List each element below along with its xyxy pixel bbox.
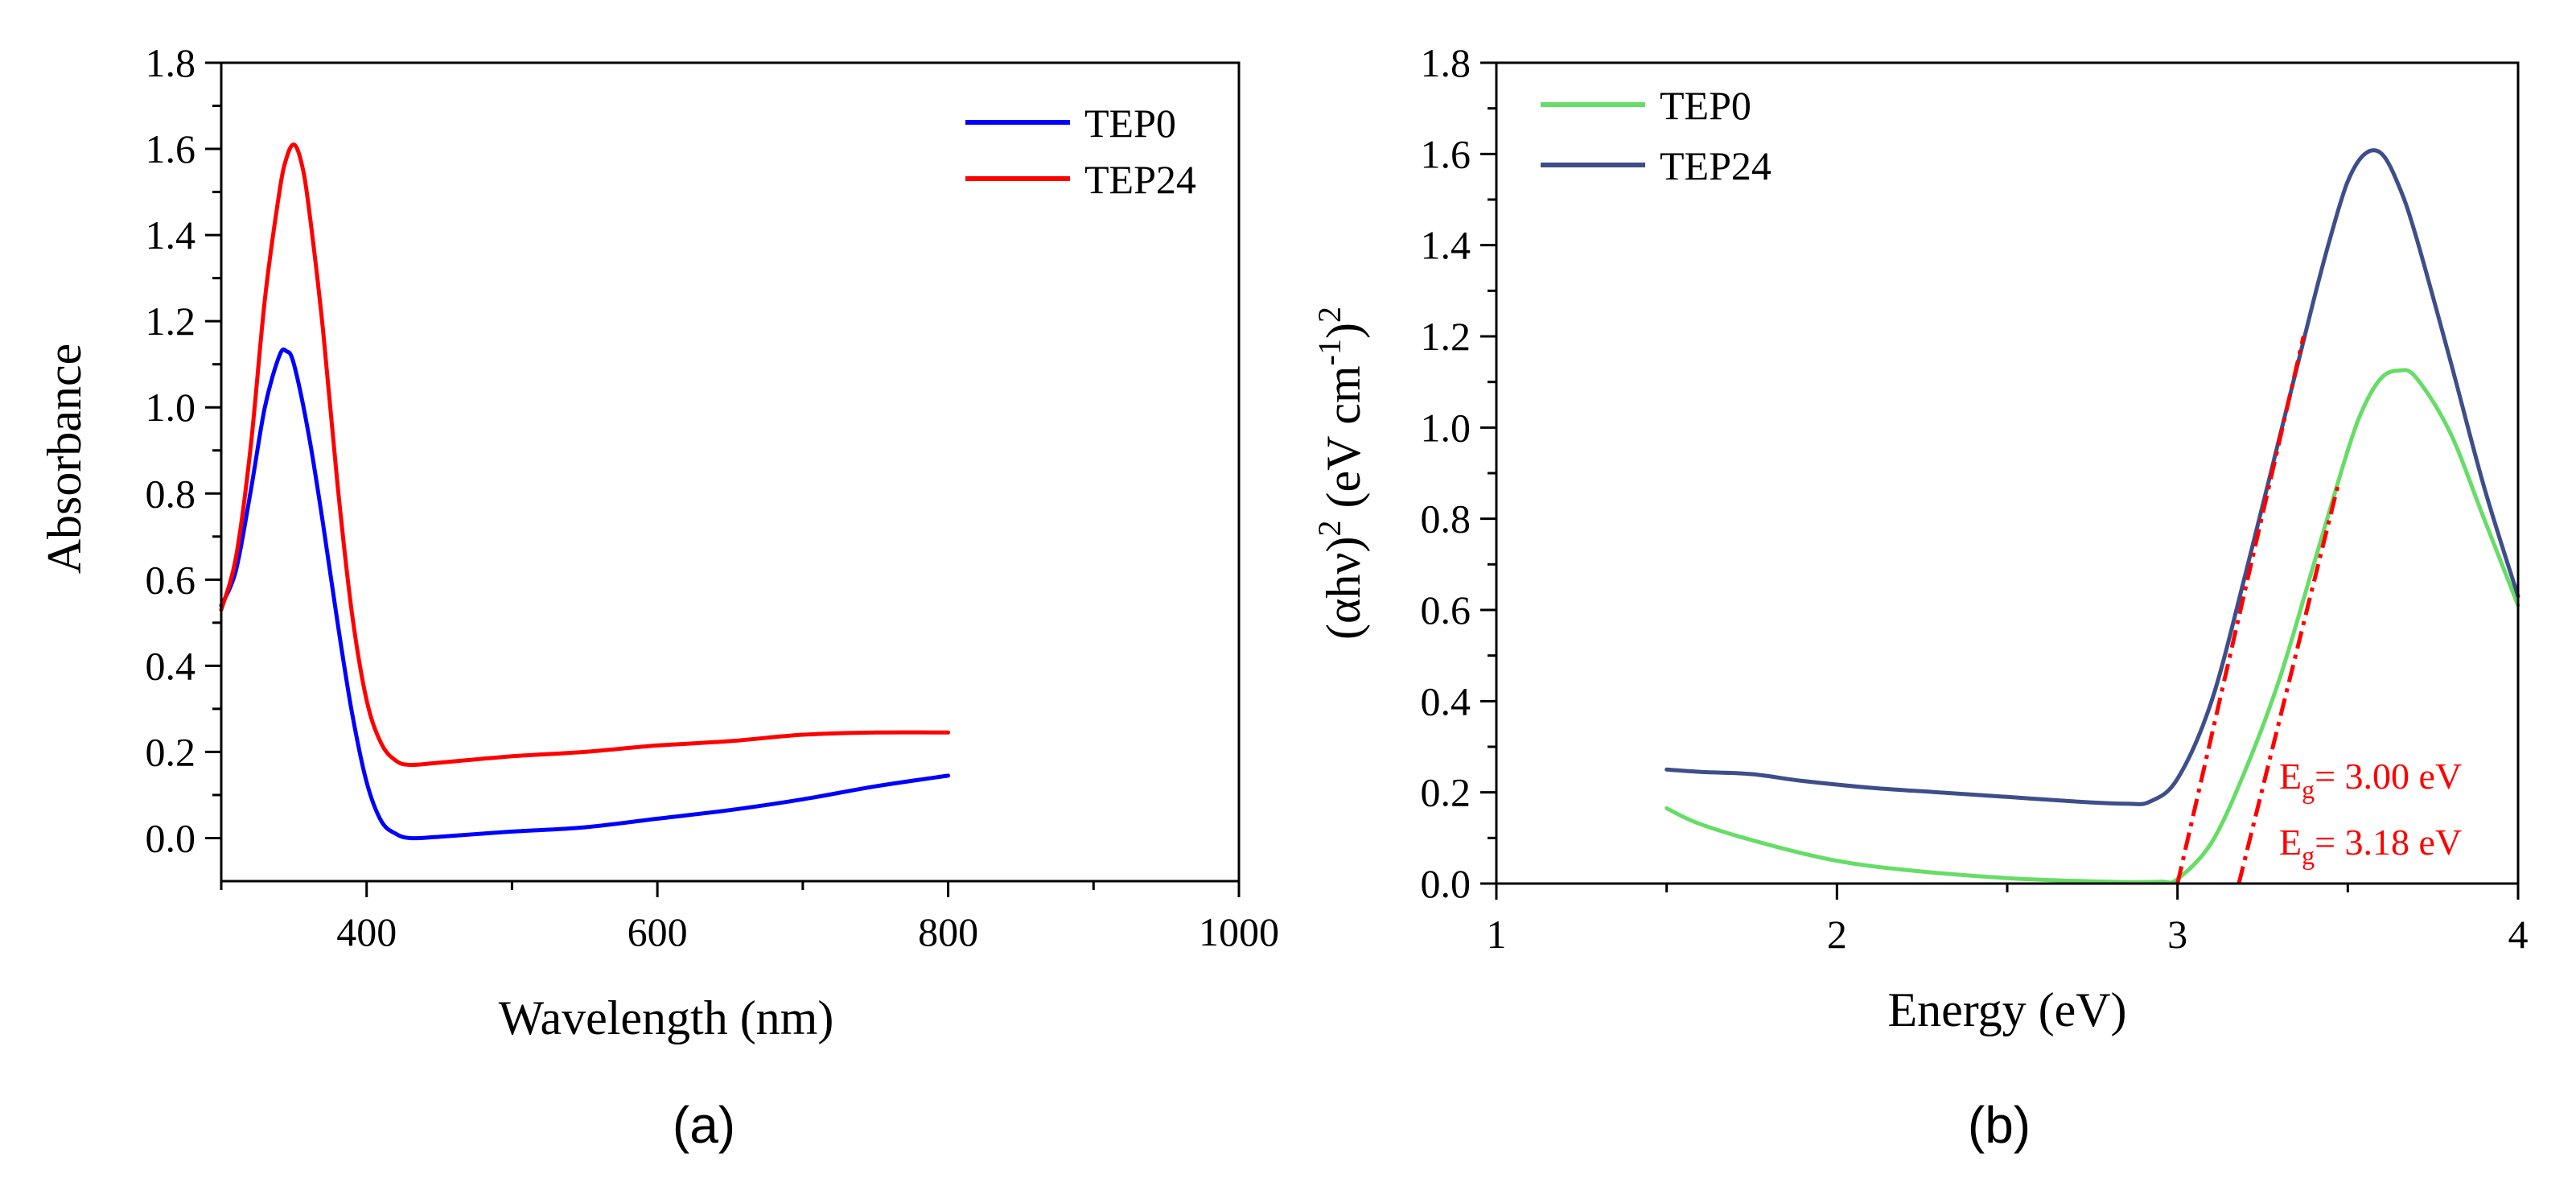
x-tick-label: 4: [2508, 912, 2529, 957]
panel-b-y-axis-label: (αhν)2 (eV cm-1)2: [1311, 307, 1370, 640]
y-tick-label: 0.0: [1421, 861, 1471, 906]
y-tick-label: 0.8: [1421, 496, 1471, 542]
panel-label-b: (b): [1968, 1096, 2031, 1154]
y-tick-label: 1.4: [146, 212, 196, 258]
series-line-tep24: [219, 142, 951, 768]
series-line-tep0: [219, 347, 951, 841]
x-tick-label: 600: [628, 909, 688, 954]
panel-b-plot-frame: [1495, 61, 2520, 885]
y-tick-label: 0.4: [146, 643, 196, 688]
y-tick-label: 1.2: [1421, 314, 1471, 359]
y-tick-label: 0.4: [1421, 678, 1471, 723]
y-tick-label: 0.8: [146, 471, 196, 516]
panel-a-y-axis-label: Absorbance: [38, 344, 91, 575]
y-tick-label: 0.6: [1421, 587, 1471, 632]
panel-b-chart: 1 2 3 4 0.0 0.2 0.4 0.6 0.8 1.0 1.2 1.4 1.6 1.8 Energ…: [1311, 40, 2529, 1154]
x-tick-label: 800: [918, 909, 978, 954]
panel-a-plot-frame: [220, 61, 1241, 883]
x-tick-label: 1000: [1199, 909, 1279, 954]
x-tick-label: 1: [1487, 912, 1507, 957]
x-tick-label: 400: [336, 909, 397, 954]
y-tick-label: 1.0: [1421, 405, 1471, 450]
x-tick-label: 3: [2167, 912, 2187, 957]
panel-a-x-axis-label: Wavelength (nm): [499, 991, 834, 1044]
y-tick-label: 1.6: [1421, 131, 1471, 176]
x-tick-label: 2: [1827, 912, 1847, 957]
y-tick-label: 1.6: [146, 126, 196, 171]
panel-a-legend: TEP0 TEP24: [965, 101, 1196, 202]
legend-label-tep24: TEP24: [1660, 143, 1772, 188]
y-tick-label: 0.6: [146, 557, 196, 602]
tauc-fit-line: [2175, 336, 2306, 884]
panel-a-chart: 400 600 800 1000 0.0 0.2 0.4 0.6 0.8 1.0 1.2 1.4 1.6…: [38, 40, 1279, 1154]
legend-label-tep24: TEP24: [1084, 157, 1196, 202]
y-tick-label: 1.2: [146, 299, 196, 344]
y-tick-label: 1.4: [1421, 223, 1471, 268]
series-line-tep24: [1665, 148, 2520, 806]
legend-label-tep0: TEP0: [1084, 101, 1176, 146]
panel-b-x-axis-label: Energy (eV): [1887, 983, 2126, 1036]
y-tick-label: 0.2: [146, 729, 196, 774]
panel-b-legend: TEP0 TEP24: [1541, 83, 1772, 188]
bandgap-annotation-tep24: Eg= 3.00 eV: [2279, 756, 2462, 804]
y-tick-label: 1.8: [1421, 40, 1471, 85]
bandgap-annotation-tep0: Eg= 3.18 eV: [2279, 822, 2462, 870]
legend-label-tep0: TEP0: [1660, 83, 1751, 128]
y-tick-label: 0.2: [1421, 770, 1471, 815]
y-tick-label: 0.0: [146, 815, 196, 860]
y-tick-label: 1.0: [146, 385, 196, 430]
panel-label-a: (a): [673, 1096, 735, 1154]
y-tick-label: 1.8: [146, 40, 196, 85]
series-line-tep0: [1665, 368, 2520, 885]
